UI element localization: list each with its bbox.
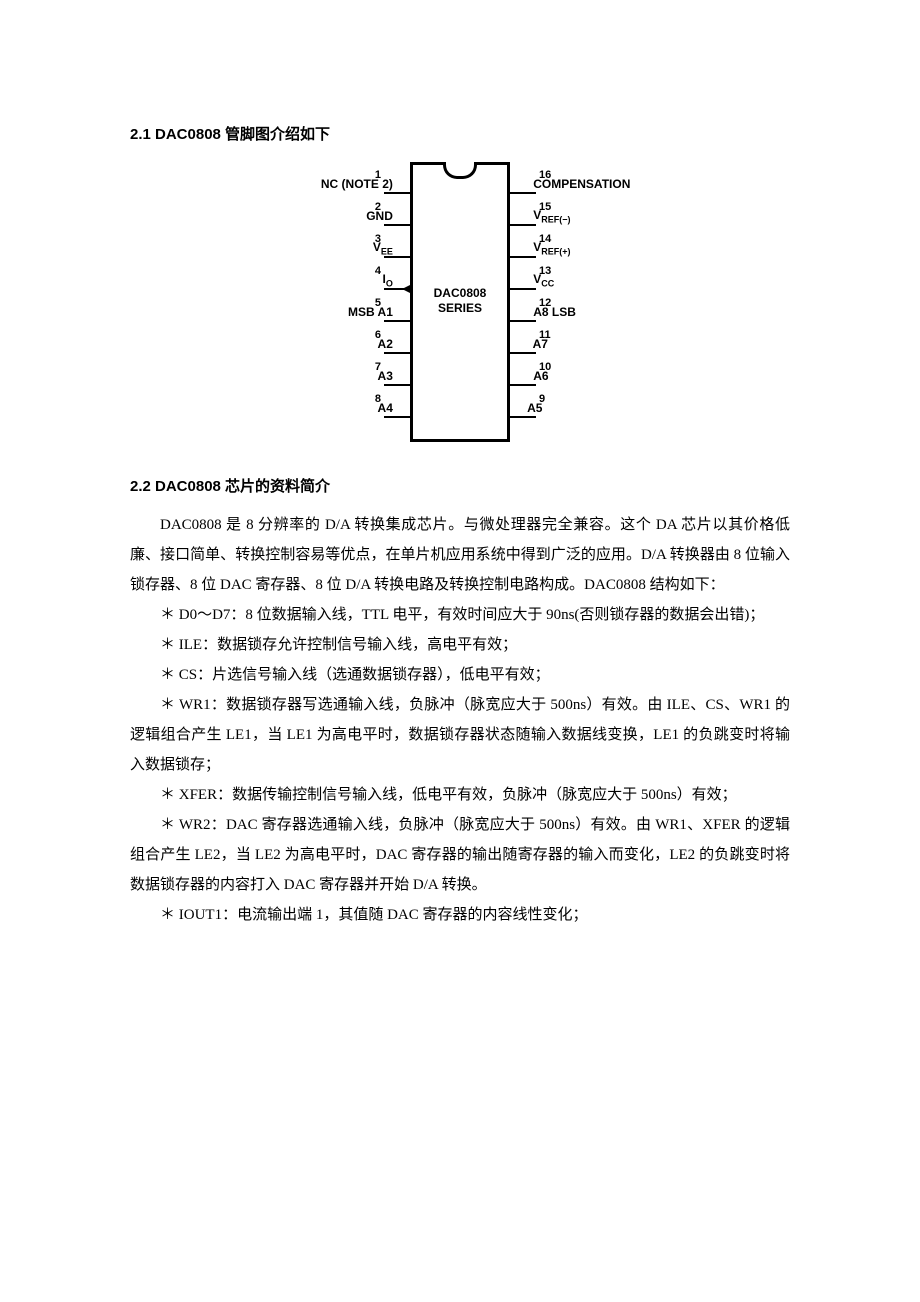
pinout-diagram-container: DAC0808 SERIES NC (NOTE 2)1 GND2 VEE3 IO4 MS… (130, 158, 790, 448)
chip-center-label: DAC0808 SERIES (413, 286, 507, 317)
pin-wire (384, 192, 410, 194)
pin-wire (510, 256, 536, 258)
pin-7: A37 (270, 368, 410, 388)
pin-number: 12 (539, 292, 551, 314)
pin-wire (384, 384, 410, 386)
pin-wire (510, 384, 536, 386)
pin-number: 3 (375, 228, 381, 250)
pin-1: NC (NOTE 2)1 (270, 176, 410, 196)
heading-2-2: 2.2 DAC0808 芯片的资料简介 (130, 472, 790, 502)
pin-number: 9 (539, 388, 545, 410)
pin-label: NC (NOTE 2) (321, 172, 393, 196)
pin-13: 13VCC (510, 272, 660, 292)
paragraph: ＊ ILE：数据锁存允许控制信号输入线，高电平有效； (130, 630, 790, 660)
paragraph: ＊ D0～D7：8 位数据输入线，TTL 电平，有效时间应大于 90ns(否则锁… (130, 600, 790, 630)
heading-2-1: 2.1 DAC0808 管脚图介绍如下 (130, 120, 790, 150)
pin-wire (384, 224, 410, 226)
pin-wire (510, 224, 536, 226)
pin-3: VEE3 (270, 240, 410, 260)
paragraph: ＊ CS：片选信号输入线（选通数据锁存器），低电平有效； (130, 660, 790, 690)
pin-wire (384, 352, 410, 354)
pin-number: 16 (539, 164, 551, 186)
pin-5: MSB A15 (270, 304, 410, 324)
pin-number: 4 (375, 260, 381, 282)
pin-6: A26 (270, 336, 410, 356)
pin-wire (510, 320, 536, 322)
pin-number: 11 (539, 324, 551, 346)
pin-number: 2 (375, 196, 381, 218)
pin-wire (510, 192, 536, 194)
pin-14: 14VREF(+) (510, 240, 660, 260)
pin-wire (510, 288, 536, 290)
pin-number: 5 (375, 292, 381, 314)
pin-number: 14 (539, 228, 551, 250)
pin-15: 15VREF(−) (510, 208, 660, 228)
pin-10: 10A6 (510, 368, 660, 388)
pin-wire (384, 256, 410, 258)
pin-4: IO4 (270, 272, 410, 292)
pin-number: 8 (375, 388, 381, 410)
pin-11: 11A7 (510, 336, 660, 356)
pin-8: A48 (270, 400, 410, 420)
pin-wire (384, 320, 410, 322)
pin-9: 9A5 (510, 400, 660, 420)
paragraph: ＊ WR2：DAC 寄存器选通输入线，负脉冲（脉宽应大于 500ns）有效。由 … (130, 810, 790, 900)
pin-wire (384, 416, 410, 418)
pin-number: 15 (539, 196, 551, 218)
paragraph: DAC0808 是 8 分辨率的 D/A 转换集成芯片。与微处理器完全兼容。这个… (130, 510, 790, 600)
pin-number: 13 (539, 260, 551, 282)
pin-number: 7 (375, 356, 381, 378)
chip-body: DAC0808 SERIES (410, 162, 510, 442)
chip-notch (443, 162, 477, 179)
paragraph: ＊ IOUT1：电流输出端 1，其值随 DAC 寄存器的内容线性变化； (130, 900, 790, 930)
chip-name-line2: SERIES (438, 301, 482, 315)
pin-16: 16COMPENSATION (510, 176, 660, 196)
arrow-icon (402, 285, 410, 293)
pin-number: 10 (539, 356, 551, 378)
pin-12: 12A8 LSB (510, 304, 660, 324)
chip-name-line1: DAC0808 (434, 286, 487, 300)
paragraph: ＊ WR1：数据锁存器写选通输入线，负脉冲（脉宽应大于 500ns）有效。由 I… (130, 690, 790, 780)
paragraph: ＊ XFER：数据传输控制信号输入线，低电平有效，负脉冲（脉宽应大于 500ns… (130, 780, 790, 810)
pin-number: 1 (375, 164, 381, 186)
pin-number: 6 (375, 324, 381, 346)
pin-2: GND2 (270, 208, 410, 228)
pinout-diagram: DAC0808 SERIES NC (NOTE 2)1 GND2 VEE3 IO4 MS… (270, 158, 650, 448)
